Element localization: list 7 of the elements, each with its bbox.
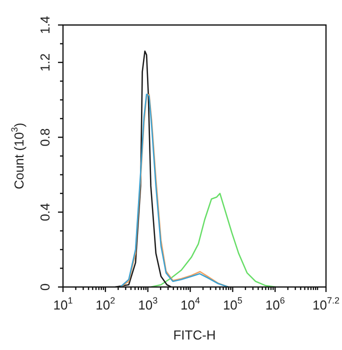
y-tick-label: 1.2: [38, 53, 53, 72]
y-tick-label: 0.4: [38, 203, 53, 222]
y-tick-label: 1.4: [38, 16, 53, 34]
y-axis-title: Count (103): [9, 122, 27, 190]
x-axis-title: FITC-H: [173, 328, 216, 343]
y-tick-label: 0: [38, 283, 53, 291]
y-tick-label: 0.8: [38, 128, 53, 146]
